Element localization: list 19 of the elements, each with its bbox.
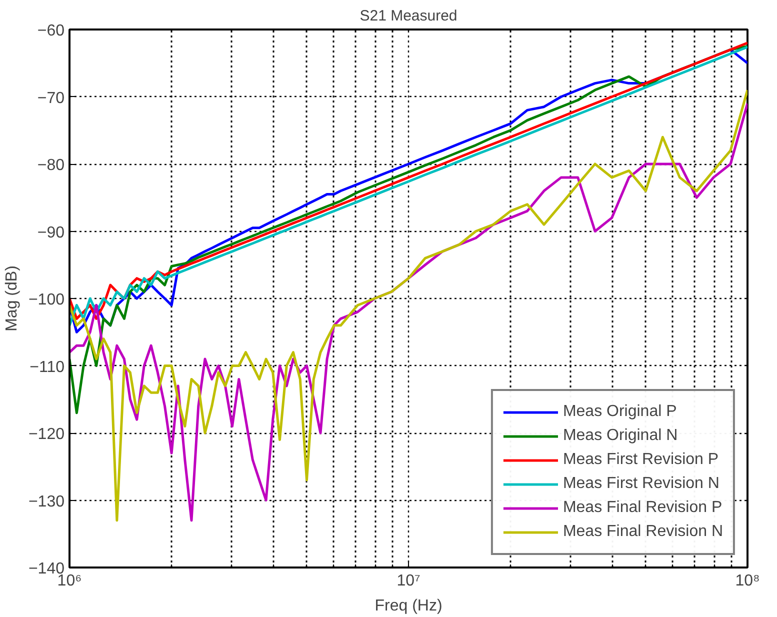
chart-title: S21 Measured bbox=[360, 8, 458, 24]
legend-label: Meas Original N bbox=[562, 426, 678, 446]
y-tick-label: −70 bbox=[37, 90, 65, 107]
y-tick-label: −80 bbox=[37, 157, 65, 174]
y-tick-label: −110 bbox=[30, 358, 65, 376]
x-tick-label: 10⁷ bbox=[396, 572, 421, 590]
y-tick-label: −90 bbox=[37, 224, 65, 242]
legend-label: Meas First Revision P bbox=[562, 450, 719, 470]
y-tick-label: −120 bbox=[28, 426, 65, 443]
legend-label: Meas Final Revision N bbox=[562, 522, 723, 542]
y-tick-label: −60 bbox=[37, 22, 65, 40]
y-axis-title: Mag (dB) bbox=[3, 266, 20, 332]
legend-label: Meas Original P bbox=[562, 402, 677, 422]
legend-label: Meas First Revision N bbox=[562, 474, 720, 494]
legend-label: Meas Final Revision P bbox=[562, 498, 722, 518]
y-tick-label: −100 bbox=[28, 292, 65, 308]
y-tick-label: −130 bbox=[28, 493, 65, 510]
x-axis-title: Freq (Hz) bbox=[374, 598, 442, 614]
x-tick-label: 10⁸ bbox=[735, 572, 760, 590]
